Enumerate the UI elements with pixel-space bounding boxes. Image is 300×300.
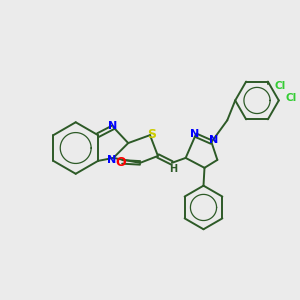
Text: N: N (108, 121, 117, 131)
Text: Cl: Cl (285, 94, 296, 103)
Text: Cl: Cl (274, 80, 285, 91)
Text: N: N (209, 135, 218, 145)
Text: N: N (190, 129, 199, 139)
Text: H: H (169, 164, 177, 174)
Text: S: S (148, 128, 157, 141)
Text: N: N (107, 155, 116, 165)
Text: O: O (115, 156, 126, 170)
